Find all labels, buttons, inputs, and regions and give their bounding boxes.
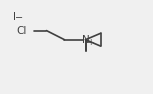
Text: I: I xyxy=(13,12,16,22)
Text: N: N xyxy=(82,35,90,45)
Text: +: + xyxy=(88,38,94,47)
Text: Cl: Cl xyxy=(17,26,27,36)
Text: −: − xyxy=(15,13,23,23)
